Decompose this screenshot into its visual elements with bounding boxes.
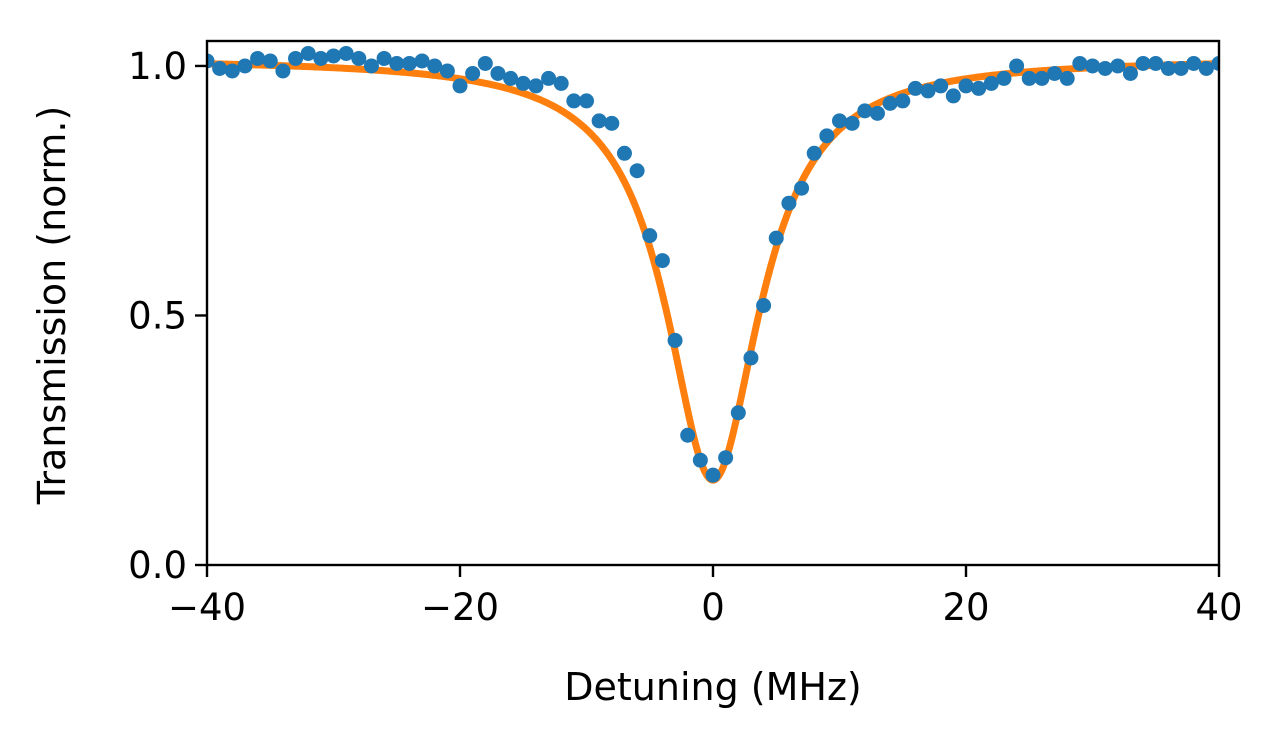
- data-point: [1198, 60, 1214, 76]
- data-point: [275, 63, 291, 79]
- fit-curve-layer: [207, 60, 1219, 484]
- data-point: [262, 53, 278, 69]
- data-point: [718, 450, 734, 466]
- data-point: [313, 50, 329, 66]
- data-point: [288, 50, 304, 66]
- data-point: [1072, 55, 1088, 71]
- data-point: [958, 78, 974, 94]
- data-point: [920, 83, 936, 99]
- data-point: [207, 53, 215, 69]
- data-point: [895, 93, 911, 109]
- y-axis-ticks: 0.0 0.5 1.0: [128, 45, 207, 587]
- data-point: [819, 128, 835, 144]
- data-point: [983, 75, 999, 91]
- data-point: [794, 180, 810, 196]
- data-point: [401, 55, 417, 71]
- data-point: [212, 60, 228, 76]
- data-point: [363, 58, 379, 74]
- data-point: [857, 103, 873, 119]
- data-point: [616, 145, 632, 161]
- data-point: [996, 70, 1012, 86]
- data-point: [237, 58, 253, 74]
- data-point: [477, 55, 493, 71]
- data-point: [1160, 60, 1176, 76]
- data-point: [1009, 58, 1025, 74]
- data-point: [1110, 58, 1126, 74]
- x-axis-label: Detuning (MHz): [564, 665, 862, 709]
- data-point: [224, 63, 240, 79]
- data-point: [869, 105, 885, 121]
- data-point: [781, 195, 797, 211]
- data-point: [1059, 70, 1075, 86]
- data-point: [1097, 60, 1113, 76]
- data-point: [768, 230, 784, 246]
- data-point: [1186, 55, 1202, 71]
- data-point: [654, 253, 670, 269]
- data-point: [427, 58, 443, 74]
- data-point: [528, 78, 544, 94]
- data-point: [351, 50, 367, 66]
- data-point: [439, 63, 455, 79]
- y-tick-label: 0.5: [128, 294, 187, 337]
- data-point: [1021, 70, 1037, 86]
- data-point: [250, 50, 266, 66]
- data-point: [553, 75, 569, 91]
- data-point: [414, 53, 430, 69]
- x-tick-label: 20: [942, 586, 989, 629]
- data-points-layer: [207, 45, 1219, 483]
- data-point: [1211, 55, 1219, 71]
- data-point: [1173, 60, 1189, 76]
- data-point: [844, 115, 860, 131]
- x-tick-label: −20: [421, 586, 499, 629]
- data-point: [541, 70, 557, 86]
- data-point: [1122, 65, 1138, 81]
- data-point: [389, 55, 405, 71]
- x-axis-ticks: −40 −20 0 20 40: [168, 565, 1243, 629]
- data-point: [579, 93, 594, 109]
- x-tick-label: −40: [168, 586, 246, 629]
- data-point: [515, 75, 531, 91]
- data-point: [933, 78, 949, 94]
- data-point: [326, 48, 341, 64]
- data-point: [680, 427, 696, 443]
- x-tick-label: 40: [1195, 586, 1242, 629]
- data-point: [756, 298, 772, 313]
- data-point: [667, 332, 683, 348]
- data-point: [490, 65, 506, 81]
- data-point: [300, 45, 316, 61]
- plot-frame: [205, 39, 1221, 567]
- data-point: [971, 80, 987, 96]
- data-point: [832, 113, 847, 129]
- y-tick-label: 0.0: [128, 544, 187, 587]
- data-point: [1034, 70, 1050, 86]
- data-point: [1135, 55, 1151, 71]
- data-point: [503, 70, 519, 86]
- data-point: [882, 95, 898, 111]
- data-point: [945, 88, 961, 104]
- x-tick-label: 0: [701, 586, 725, 629]
- data-point: [338, 45, 354, 61]
- y-axis-label: Transmission (norm.): [30, 106, 74, 506]
- data-point: [1148, 55, 1164, 71]
- data-point: [692, 452, 708, 468]
- data-point: [376, 50, 392, 66]
- data-point: [907, 80, 923, 96]
- data-point: [1085, 58, 1100, 74]
- data-point: [806, 145, 822, 161]
- fit-curve: [207, 60, 1219, 484]
- data-point: [604, 115, 620, 131]
- data-point: [730, 405, 746, 421]
- data-point: [1047, 65, 1063, 81]
- y-tick-label: 1.0: [128, 45, 187, 88]
- data-point: [642, 228, 658, 244]
- data-point: [452, 78, 468, 94]
- data-point: [743, 350, 759, 366]
- data-point: [629, 163, 645, 179]
- data-point: [465, 65, 481, 81]
- data-point: [566, 93, 582, 109]
- data-point: [591, 113, 607, 129]
- data-point: [705, 467, 721, 483]
